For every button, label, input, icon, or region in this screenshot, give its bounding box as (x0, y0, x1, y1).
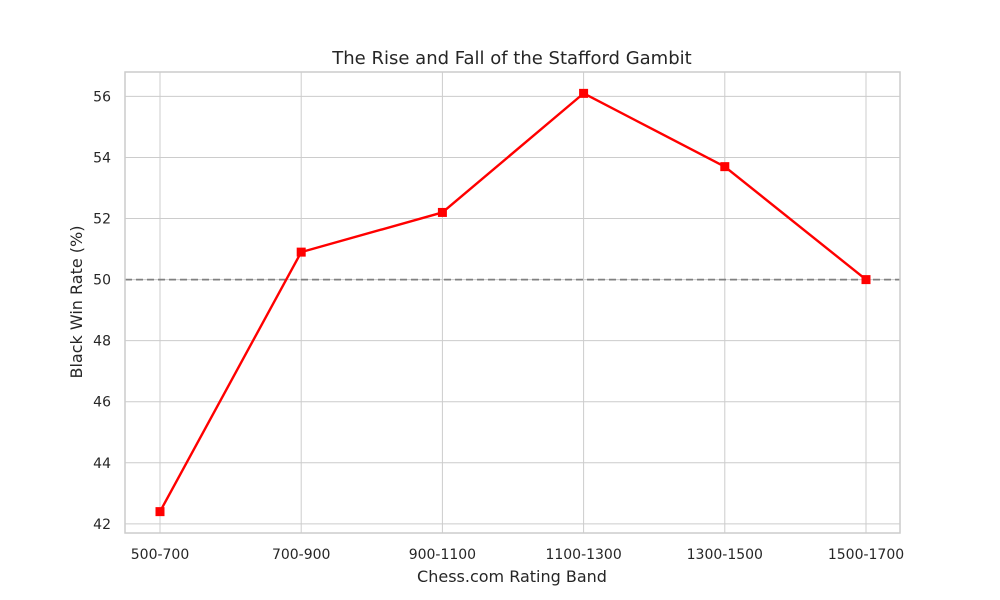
data-point (720, 162, 730, 172)
series-layer (155, 88, 871, 517)
x-axis-label: Chess.com Rating Band (417, 567, 607, 586)
data-point (437, 207, 447, 217)
y-tick-label: 44 (93, 456, 111, 472)
y-tick-label: 54 (93, 150, 111, 166)
tick-label-layer: 500-700 700-900 900-1100 1100-1300 1300-1500… (93, 89, 904, 563)
y-tick-label: 48 (93, 334, 111, 350)
x-tick-label: 1500-1700 (828, 547, 904, 563)
y-tick-label: 46 (93, 395, 111, 411)
series-line (158, 92, 867, 513)
plot-frame (124, 71, 901, 534)
data-point (155, 507, 165, 517)
y-tick-label: 50 (93, 273, 111, 289)
data-point (579, 88, 589, 98)
y-tick-label: 42 (93, 517, 111, 533)
x-tick-label: 700-900 (272, 547, 331, 563)
x-tick-label: 500-700 (131, 547, 190, 563)
data-point (861, 275, 871, 285)
y-tick-label: 56 (93, 89, 111, 105)
y-tick-label: 52 (93, 212, 111, 228)
y-axis-label: Black Win Rate (%) (67, 226, 86, 379)
data-point (296, 247, 306, 257)
x-tick-label: 1100-1300 (545, 547, 621, 563)
grid-layer (125, 72, 900, 533)
chart-title: The Rise and Fall of the Stafford Gambit (331, 48, 691, 69)
x-tick-label: 900-1100 (409, 547, 476, 563)
x-tick-label: 1300-1500 (687, 547, 763, 563)
